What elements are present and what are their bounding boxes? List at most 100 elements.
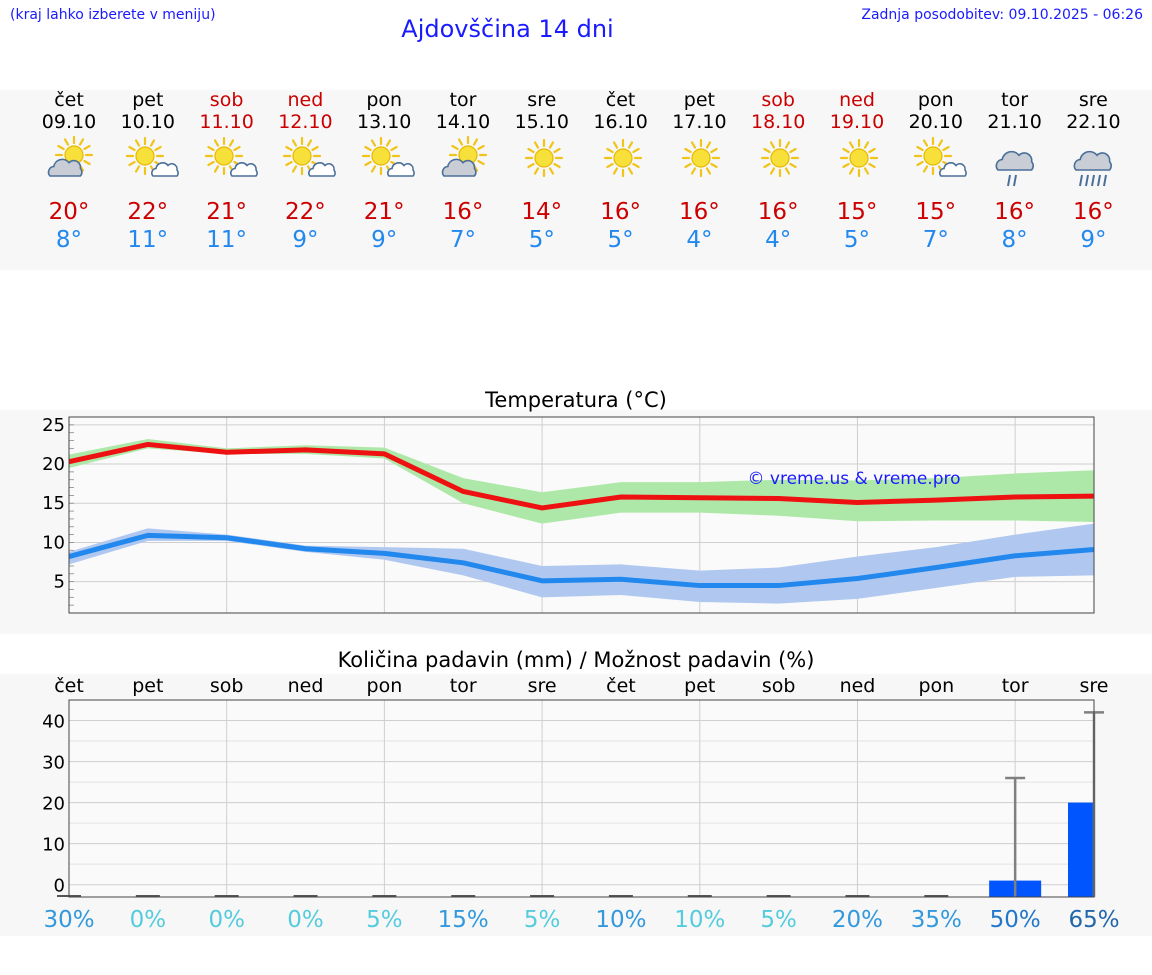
day-date: 10.10 [120, 111, 175, 133]
temp-max: 16° [442, 199, 484, 225]
day-column: tor 14.10 [423, 89, 503, 133]
temp-min: 7° [922, 227, 949, 253]
day-column: ned 12.10 [265, 89, 345, 133]
x-tick-label: ned [288, 675, 324, 697]
precip-probability: 0% [287, 907, 324, 933]
day-name: pon [917, 89, 954, 111]
day-name: sre [527, 89, 557, 111]
sun-small-cloud-icon [362, 136, 416, 177]
sun-small-cloud-icon [283, 136, 337, 177]
temp-min: 5° [528, 227, 555, 253]
x-tick-label: pet [684, 675, 715, 697]
temp-min: 4° [686, 227, 713, 253]
temp-max: 22° [285, 199, 326, 225]
x-tick-label: sob [210, 675, 244, 697]
cloud-heavy-rain-icon [1074, 150, 1113, 187]
plot-area [69, 700, 1094, 897]
y-tick-label: 25 [42, 415, 65, 436]
day-name: sob [209, 89, 244, 111]
y-tick-label: 20 [42, 794, 65, 815]
day-name: sre [1078, 89, 1108, 111]
y-tick-label: 40 [42, 712, 65, 733]
last-update: Zadnja posodobitev: 09.10.2025 - 06:26 [861, 7, 1143, 23]
temp-max: 14° [521, 199, 563, 225]
y-tick-label: 5 [54, 572, 65, 593]
day-column: pet 17.10 [659, 89, 739, 133]
day-date: 15.10 [514, 111, 569, 133]
day-name: pon [366, 89, 403, 111]
page-title: Ajdovščina 14 dni [401, 15, 614, 43]
precip-probability: 15% [438, 907, 489, 933]
precip-probability: 5% [760, 907, 797, 933]
precipitation-chart: 0 10 20 30 40 čet pet sob ned pon tor sre čet pet sob n… [42, 675, 1119, 933]
day-name: ned [839, 89, 875, 111]
partly-cloudy-sun-icon [441, 135, 488, 177]
temperature-chart: 5 10 15 20 25 © vreme.us & vreme.pro [42, 415, 1095, 614]
day-name: tor [1001, 89, 1029, 111]
x-tick-label: ned [840, 675, 876, 697]
sun-icon [524, 138, 563, 178]
day-name: pet [132, 89, 164, 111]
day-name: pet [683, 89, 715, 111]
day-column: sre 22.10 [1053, 89, 1133, 133]
sun-small-cloud-icon [913, 136, 967, 177]
day-date: 19.10 [829, 111, 885, 133]
day-column: pon 13.10 [344, 89, 424, 133]
day-date: 17.10 [672, 111, 727, 133]
day-date: 13.10 [356, 111, 412, 133]
day-name: čet [605, 89, 636, 111]
temp-min: 9° [1080, 227, 1107, 253]
x-tick-label: tor [1002, 675, 1029, 697]
sun-icon [603, 138, 642, 178]
day-column: pon 20.10 [896, 89, 976, 133]
forecast-band [0, 90, 1152, 270]
x-tick-label: sob [762, 675, 796, 697]
y-tick-label: 0 [54, 876, 65, 897]
temp-max: 16° [1073, 199, 1114, 225]
day-date: 12.10 [278, 111, 333, 133]
y-tick-label: 20 [42, 454, 65, 475]
temp-min: 5° [843, 227, 871, 253]
precip-probability: 0% [208, 907, 245, 933]
day-date: 20.10 [908, 111, 963, 133]
day-date: 21.10 [987, 111, 1042, 133]
temp-min: 11° [127, 227, 169, 253]
y-tick-label: 15 [42, 493, 65, 514]
temp-min: 9° [371, 227, 398, 253]
temp-min: 4° [765, 227, 792, 253]
day-column: ned 19.10 [817, 89, 897, 133]
precip-probability: 10% [595, 907, 646, 933]
day-column: sob 18.10 [738, 89, 818, 133]
x-tick-label: tor [450, 675, 477, 697]
cloud-rain-icon [995, 150, 1034, 187]
series-min-band [69, 523, 1094, 604]
temp-min: 9° [292, 227, 319, 253]
day-column: pet 10.10 [108, 89, 188, 133]
sun-small-cloud-icon [125, 136, 179, 177]
day-date: 22.10 [1066, 111, 1121, 133]
precip-probability: 65% [1068, 907, 1119, 933]
y-tick-label: 30 [42, 753, 65, 774]
day-name: čet [54, 89, 84, 111]
partly-cloudy-sun-icon [47, 135, 94, 177]
x-tick-label: pet [132, 675, 163, 697]
menu-hint[interactable]: (kraj lahko izberete v meniju) [10, 7, 216, 23]
temp-min: 8° [55, 227, 83, 253]
temperature-chart-title: Temperatura (°C) [485, 388, 667, 412]
temp-max: 16° [757, 199, 799, 225]
watermark: © vreme.us & vreme.pro [747, 469, 960, 489]
x-tick-label: sre [1080, 675, 1109, 697]
y-tick-label: 10 [42, 532, 65, 553]
temp-min: 7° [449, 227, 477, 253]
precip-probability: 0% [130, 907, 167, 933]
day-column: sob 11.10 [187, 89, 267, 133]
temp-max: 21° [206, 199, 247, 225]
day-column: tor 21.10 [975, 89, 1055, 133]
precip-probability: 10% [674, 907, 725, 933]
precip-probability: 5% [366, 907, 403, 933]
sun-icon [682, 138, 721, 178]
temp-max: 21° [363, 199, 405, 225]
series-min-line [68, 532, 1095, 589]
temp-min: 8° [1001, 227, 1028, 253]
day-name: sob [761, 89, 795, 111]
